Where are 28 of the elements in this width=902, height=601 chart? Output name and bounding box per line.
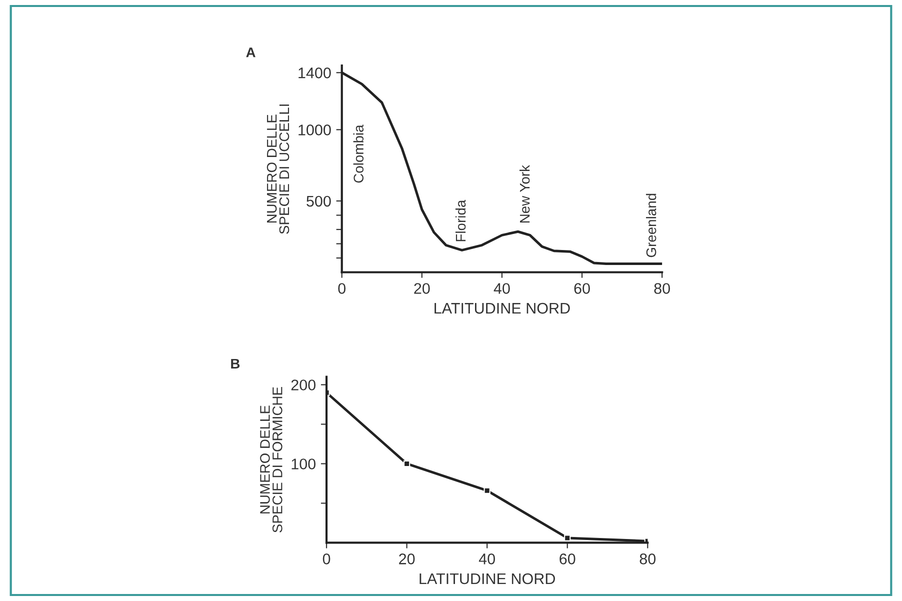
y-tick-label: 1400	[298, 68, 331, 78]
chart-title: A	[246, 48, 256, 58]
x-tick-label: 40	[494, 283, 510, 294]
chart-title: B	[231, 358, 240, 368]
x-tick-label: 20	[414, 283, 430, 294]
point	[484, 487, 490, 494]
annotation: Greenland	[646, 194, 656, 258]
y-axis-title: NUMERO DELLE SPECIE DI FORMICHE	[260, 387, 282, 532]
x-tick-label: 0	[338, 283, 346, 294]
y-tick-label: 500	[306, 196, 331, 207]
annotation: Florida	[455, 200, 466, 242]
x-tick-label: 80	[640, 554, 656, 564]
y-tick-label: 1000	[298, 124, 331, 136]
y-axis-title: NUMERO DELLE SPECIE DI UCCELLI	[266, 104, 290, 234]
x-tick-label: 80	[654, 283, 670, 294]
x-tick-label: 60	[574, 283, 590, 294]
y-tick-label: 200	[291, 380, 316, 390]
point	[404, 460, 410, 468]
annotation: New York	[520, 164, 530, 223]
x-tick-label: 20	[399, 554, 415, 564]
annotation: Colombia	[353, 124, 364, 183]
x-axis-title: LATITUDINE NORD	[434, 302, 570, 314]
x-tick-label: 60	[560, 554, 576, 564]
y-tick-label: 100	[292, 458, 316, 470]
x-axis-title: LATITUDINE NORD	[420, 573, 555, 584]
x-tick-label: 40	[478, 554, 495, 564]
point	[564, 534, 571, 542]
x-tick-label: 0	[322, 554, 330, 564]
